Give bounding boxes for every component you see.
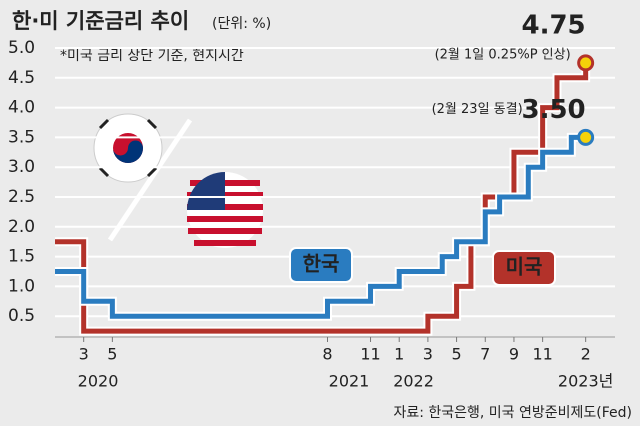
x-tick-label: 9 [509,345,519,364]
x-tick-label: 8 [322,345,332,364]
y-tick-label: 5.0 [8,38,35,58]
end-label: 3.50 [522,95,586,125]
x-tick-label: 5 [107,345,117,364]
source: 자료: 한국은행, 미국 연방준비제도(Fed) [393,405,632,421]
legend-label: 한국 [303,252,340,276]
y-tick-label: 1.5 [8,247,35,267]
x-tick-label: 11 [532,345,552,364]
legend-label: 미국 [506,255,543,279]
year-label: 2020 [78,372,119,391]
decor [93,113,263,248]
y-tick-label: 2.5 [8,187,35,207]
x-tick-label: 3 [79,345,89,364]
y-tick-label: 0.5 [8,306,35,326]
y-tick-label: 3.5 [8,127,35,147]
y-tick-label: 4.0 [8,98,35,118]
note: *미국 금리 상단 기준, 현지시간 [60,48,244,64]
end-label: 4.75 [522,10,586,40]
legend-box [492,250,556,286]
y-tick-label: 1.0 [8,276,35,296]
year-label: 2021 [329,372,370,391]
annotation: (2월 1일 0.25%P 인상) [435,47,571,62]
unit: (단위: %) [212,16,271,32]
annotation: (2월 23일 동결) [432,102,523,117]
end-dot [577,128,595,146]
end-dot [577,54,595,72]
y-tick-label: 4.5 [8,68,35,88]
x-tick-label: 3 [423,345,433,364]
x-tick-label: 7 [480,345,490,364]
step-line [55,134,586,319]
x-tick-label: 5 [451,345,461,364]
y-tick-label: 3.0 [8,157,35,177]
x-tick-label: 1 [394,345,404,364]
x-tick-label: 11 [360,345,380,364]
chart-title: 한·미 기준금리 추이 [12,9,189,33]
year-label: 2023년 [558,372,613,391]
legend-box [289,247,353,283]
y-tick-label: 2.0 [8,217,35,237]
year-label: 2022 [393,372,434,391]
x-tick-label: 2 [581,345,591,364]
